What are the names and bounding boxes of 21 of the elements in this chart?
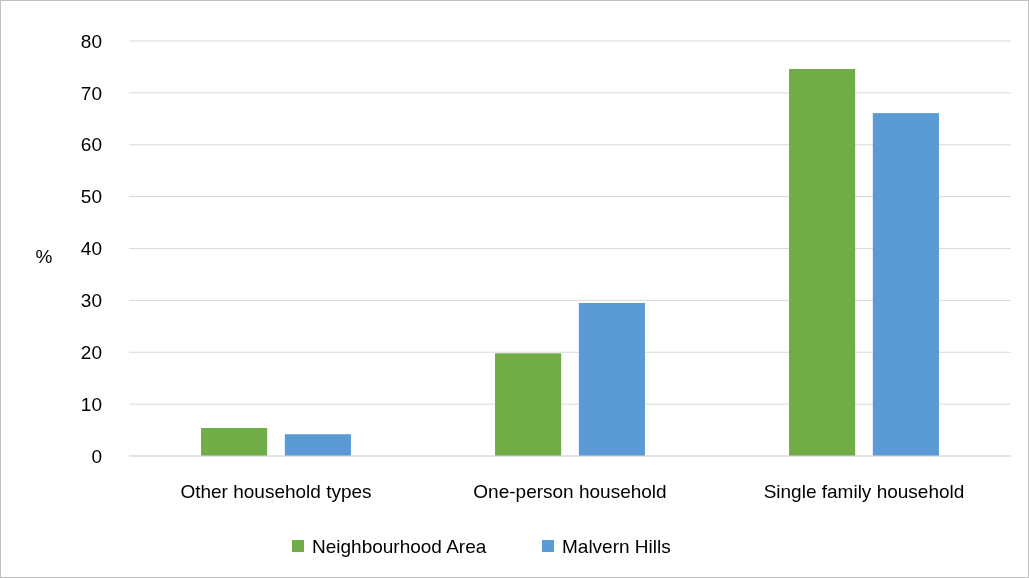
y-tick-label: 0: [91, 445, 102, 467]
y-tick-label: 20: [80, 341, 102, 363]
y-tick-label: 70: [80, 82, 102, 104]
bar: [201, 427, 268, 456]
y-axis-title: %: [35, 245, 53, 267]
x-tick-label: Single family household: [763, 481, 965, 502]
x-tick-label: Other household types: [180, 481, 372, 502]
x-tick-label: One-person household: [473, 481, 667, 502]
legend-label: Malvern Hills: [562, 535, 671, 557]
y-tick-label: 40: [80, 238, 102, 260]
bar: [284, 434, 351, 456]
bar: [789, 69, 856, 456]
y-tick-label: 80: [80, 30, 102, 52]
legend-label: Neighbourhood Area: [312, 535, 487, 557]
bar: [495, 353, 562, 456]
y-tick-label: 60: [80, 134, 102, 156]
bar: [578, 302, 645, 456]
y-tick-label: 50: [80, 186, 102, 208]
y-tick-label: 30: [80, 290, 102, 312]
bar: [872, 113, 939, 456]
y-tick-label: 10: [80, 393, 102, 415]
